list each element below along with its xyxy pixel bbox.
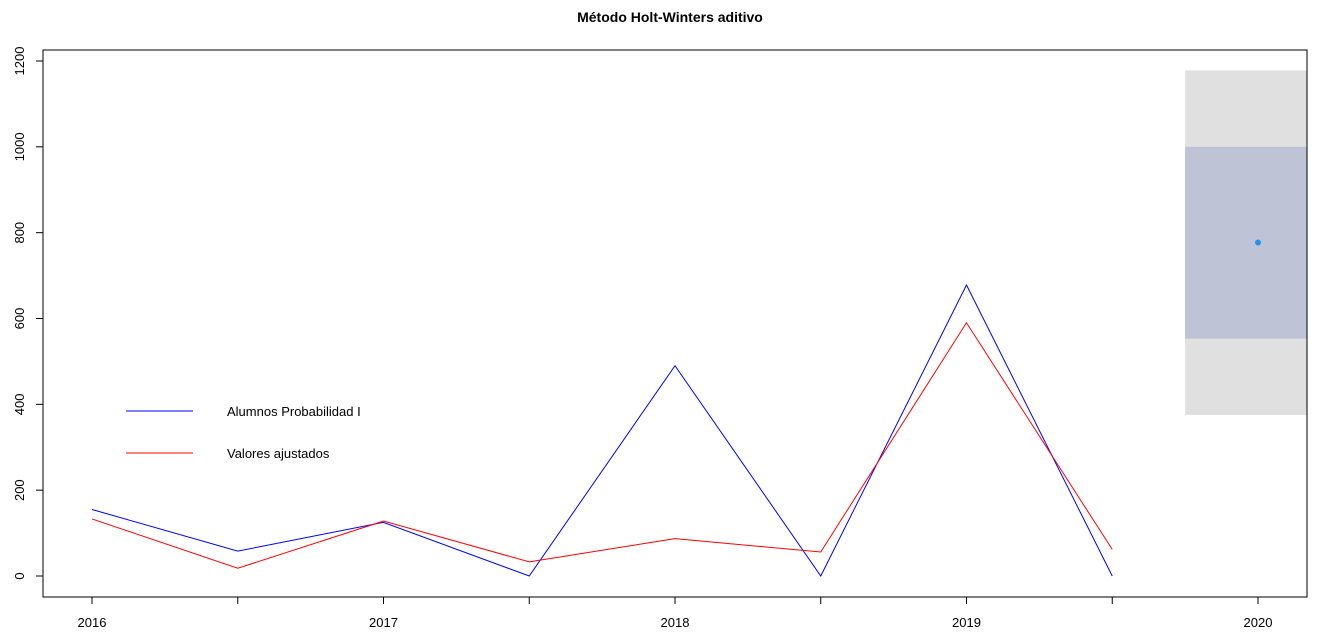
- y-tick-label-5: 1000: [12, 132, 27, 161]
- y-tick-label-4: 800: [12, 222, 27, 244]
- series-line-1: [91, 321, 1113, 569]
- x-tick-label-8: 2020: [1244, 615, 1273, 630]
- forecast-interval-80: [1185, 146, 1307, 339]
- x-tick-label-0: 2016: [78, 615, 107, 630]
- x-tick-label-6: 2019: [952, 615, 981, 630]
- y-tick-label-3: 600: [12, 308, 27, 330]
- series-layer: [91, 283, 1113, 577]
- legend: Alumnos Probabilidad I Valores ajustados: [126, 404, 361, 461]
- plot-frame: [42, 49, 1308, 598]
- axes-layer: 2016 2017 2018 2019 2020 0 200 400 600 800 1000 120…: [12, 47, 1272, 630]
- legend-label-1: Valores ajustados: [227, 446, 330, 461]
- y-tick-label-6: 1200: [12, 47, 27, 76]
- y-tick-label-0: 0: [12, 572, 27, 579]
- y-tick-label-2: 400: [12, 393, 27, 415]
- x-tick-label-4: 2018: [661, 615, 690, 630]
- legend-label-0: Alumnos Probabilidad I: [227, 404, 361, 419]
- series-line-0: [91, 283, 1113, 577]
- chart-title: Método Holt-Winters aditivo: [577, 9, 763, 25]
- forecast-point: [1255, 239, 1261, 246]
- y-tick-label-1: 200: [12, 479, 27, 501]
- x-tick-label-2: 2017: [369, 615, 398, 630]
- forecast-layer: [1185, 70, 1307, 416]
